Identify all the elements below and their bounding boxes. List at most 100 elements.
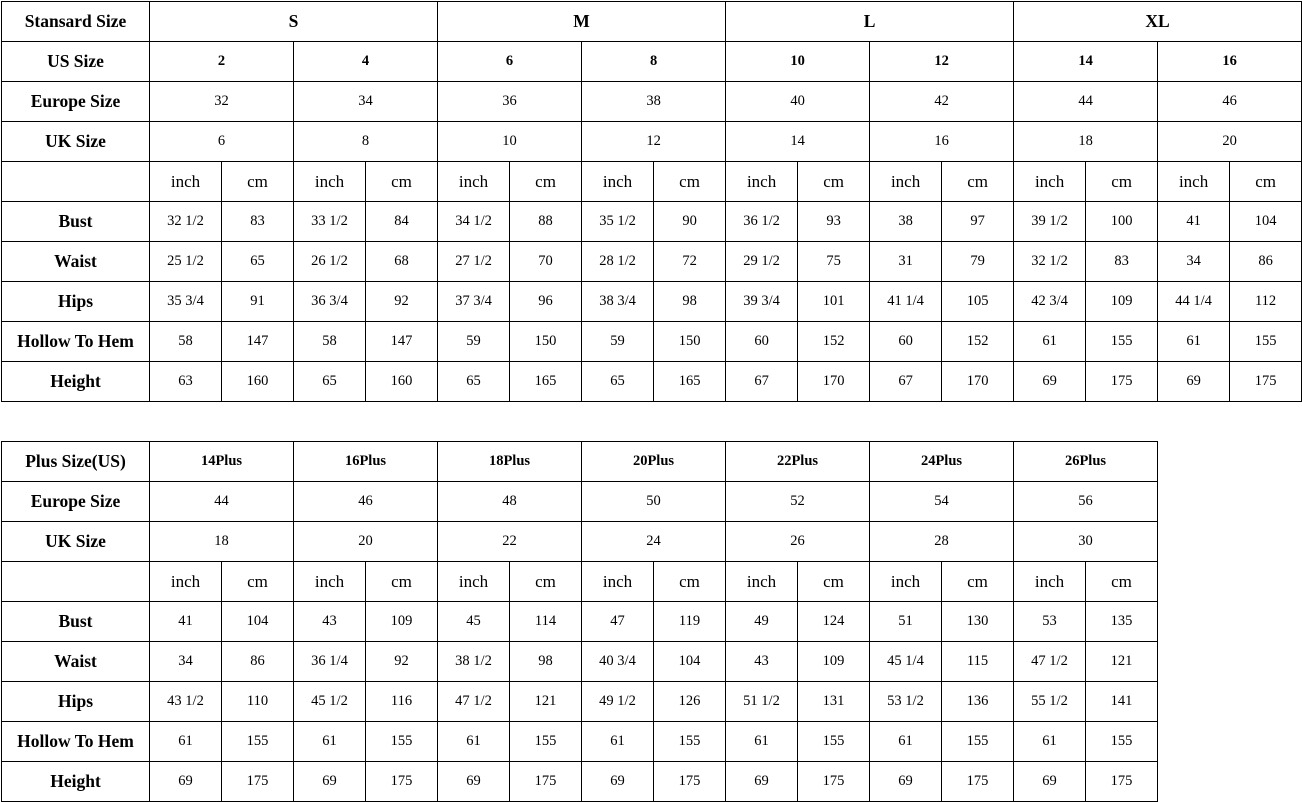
- uk-size: 26: [725, 521, 870, 562]
- us-size: 16: [1157, 41, 1302, 82]
- unit-inch: inch: [869, 561, 942, 602]
- value-cell: 175: [797, 761, 870, 802]
- unit-cm: cm: [221, 161, 294, 202]
- value-cell: 83: [1085, 241, 1159, 282]
- europe-size: 38: [581, 81, 727, 122]
- europe-size: 48: [437, 481, 582, 522]
- value-cell: 86: [221, 641, 294, 682]
- europe-size: 42: [869, 81, 1015, 122]
- plus-size: 18Plus: [437, 441, 582, 482]
- value-cell: 38 3/4: [581, 281, 655, 322]
- row-label: Hollow To Hem: [1, 321, 150, 362]
- plus-size-table: Plus Size(US) 14Plus 16Plus 18Plus 20Plus 22P…: [1, 441, 1158, 802]
- row-label: Bust: [1, 601, 150, 642]
- value-cell: 104: [1229, 201, 1302, 242]
- unit-cm: cm: [365, 561, 438, 602]
- row-label: Hollow To Hem: [1, 721, 150, 762]
- value-cell: 126: [653, 681, 726, 722]
- value-cell: 112: [1229, 281, 1302, 322]
- us-size: 8: [581, 41, 727, 82]
- measurement-row: Height 69 175 69 175 69 175 69 175 69 175 69 175 69 17…: [1, 761, 1158, 802]
- value-cell: 34 1/2: [437, 201, 511, 242]
- uk-size: 12: [581, 121, 727, 162]
- unit-inch: inch: [1013, 161, 1087, 202]
- value-cell: 155: [941, 721, 1014, 762]
- value-cell: 53: [1013, 601, 1086, 642]
- measurement-row: Bust 32 1/2 83 33 1/2 84 34 1/2 88 35 1/2 90 36 1…: [1, 201, 1302, 242]
- value-cell: 44 1/4: [1157, 281, 1231, 322]
- unit-inch: inch: [581, 561, 654, 602]
- unit-inch: inch: [437, 561, 510, 602]
- value-cell: 110: [221, 681, 294, 722]
- value-cell: 61: [293, 721, 366, 762]
- europe-size: 44: [1013, 81, 1159, 122]
- value-cell: 42 3/4: [1013, 281, 1087, 322]
- value-cell: 79: [941, 241, 1015, 282]
- row-label: Waist: [1, 241, 150, 282]
- value-cell: 175: [1085, 361, 1159, 402]
- value-cell: 84: [364, 201, 439, 242]
- us-size: 10: [725, 41, 871, 82]
- value-cell: 170: [797, 361, 871, 402]
- unit-cm: cm: [509, 561, 582, 602]
- unit-inch: inch: [725, 561, 798, 602]
- europe-size-row: Europe Size 44 46 48 50 52 54 56: [1, 481, 1158, 522]
- value-cell: 60: [725, 321, 799, 362]
- unit-inch: inch: [869, 161, 943, 202]
- value-cell: 32 1/2: [1013, 241, 1087, 282]
- value-cell: 47: [581, 601, 654, 642]
- value-cell: 29 1/2: [725, 241, 799, 282]
- value-cell: 104: [221, 601, 294, 642]
- unit-row: inch cm inch cm inch cm inch cm inch cm inch cm inch…: [1, 161, 1302, 202]
- value-cell: 116: [365, 681, 438, 722]
- value-cell: 34: [149, 641, 222, 682]
- value-cell: 115: [941, 641, 1014, 682]
- unit-inch: inch: [293, 161, 366, 202]
- europe-size: 36: [437, 81, 583, 122]
- row-label: Plus Size(US): [1, 441, 150, 482]
- value-cell: 109: [1085, 281, 1159, 322]
- unit-cm: cm: [941, 561, 1014, 602]
- value-cell: 69: [581, 761, 654, 802]
- measurement-row: Hips 35 3/4 91 36 3/4 92 37 3/4 96 38 3/4 98 39 3…: [1, 281, 1302, 322]
- value-cell: 39 1/2: [1013, 201, 1087, 242]
- value-cell: 69: [149, 761, 222, 802]
- value-cell: 155: [221, 721, 294, 762]
- value-cell: 43 1/2: [149, 681, 222, 722]
- value-cell: 152: [797, 321, 871, 362]
- value-cell: 160: [364, 361, 439, 402]
- europe-size: 46: [293, 481, 438, 522]
- value-cell: 51: [869, 601, 942, 642]
- value-cell: 41: [149, 601, 222, 642]
- uk-size: 18: [149, 521, 294, 562]
- uk-size: 8: [292, 121, 439, 162]
- row-label: UK Size: [1, 521, 150, 562]
- value-cell: 175: [221, 761, 294, 802]
- value-cell: 53 1/2: [869, 681, 942, 722]
- value-cell: 75: [797, 241, 871, 282]
- row-label: UK Size: [1, 121, 150, 162]
- value-cell: 175: [1229, 361, 1302, 402]
- value-cell: 119: [653, 601, 726, 642]
- value-cell: 104: [653, 641, 726, 682]
- us-size: 14: [1013, 41, 1159, 82]
- value-cell: 155: [797, 721, 870, 762]
- value-cell: 150: [509, 321, 583, 362]
- value-cell: 175: [941, 761, 1014, 802]
- value-cell: 69: [1157, 361, 1231, 402]
- value-cell: 97: [941, 201, 1015, 242]
- value-cell: 155: [1085, 721, 1158, 762]
- row-label: Height: [1, 761, 150, 802]
- unit-inch: inch: [1157, 161, 1231, 202]
- value-cell: 141: [1085, 681, 1158, 722]
- value-cell: 83: [221, 201, 294, 242]
- value-cell: 114: [509, 601, 582, 642]
- value-cell: 165: [509, 361, 583, 402]
- europe-size: 40: [725, 81, 871, 122]
- unit-cm: cm: [653, 161, 727, 202]
- value-cell: 40 3/4: [581, 641, 654, 682]
- measurement-row: Hollow To Hem 58 147 58 147 59 150 59 150 60 152 60…: [1, 321, 1302, 362]
- value-cell: 36 1/4: [293, 641, 366, 682]
- value-cell: 27 1/2: [437, 241, 511, 282]
- unit-cm: cm: [221, 561, 294, 602]
